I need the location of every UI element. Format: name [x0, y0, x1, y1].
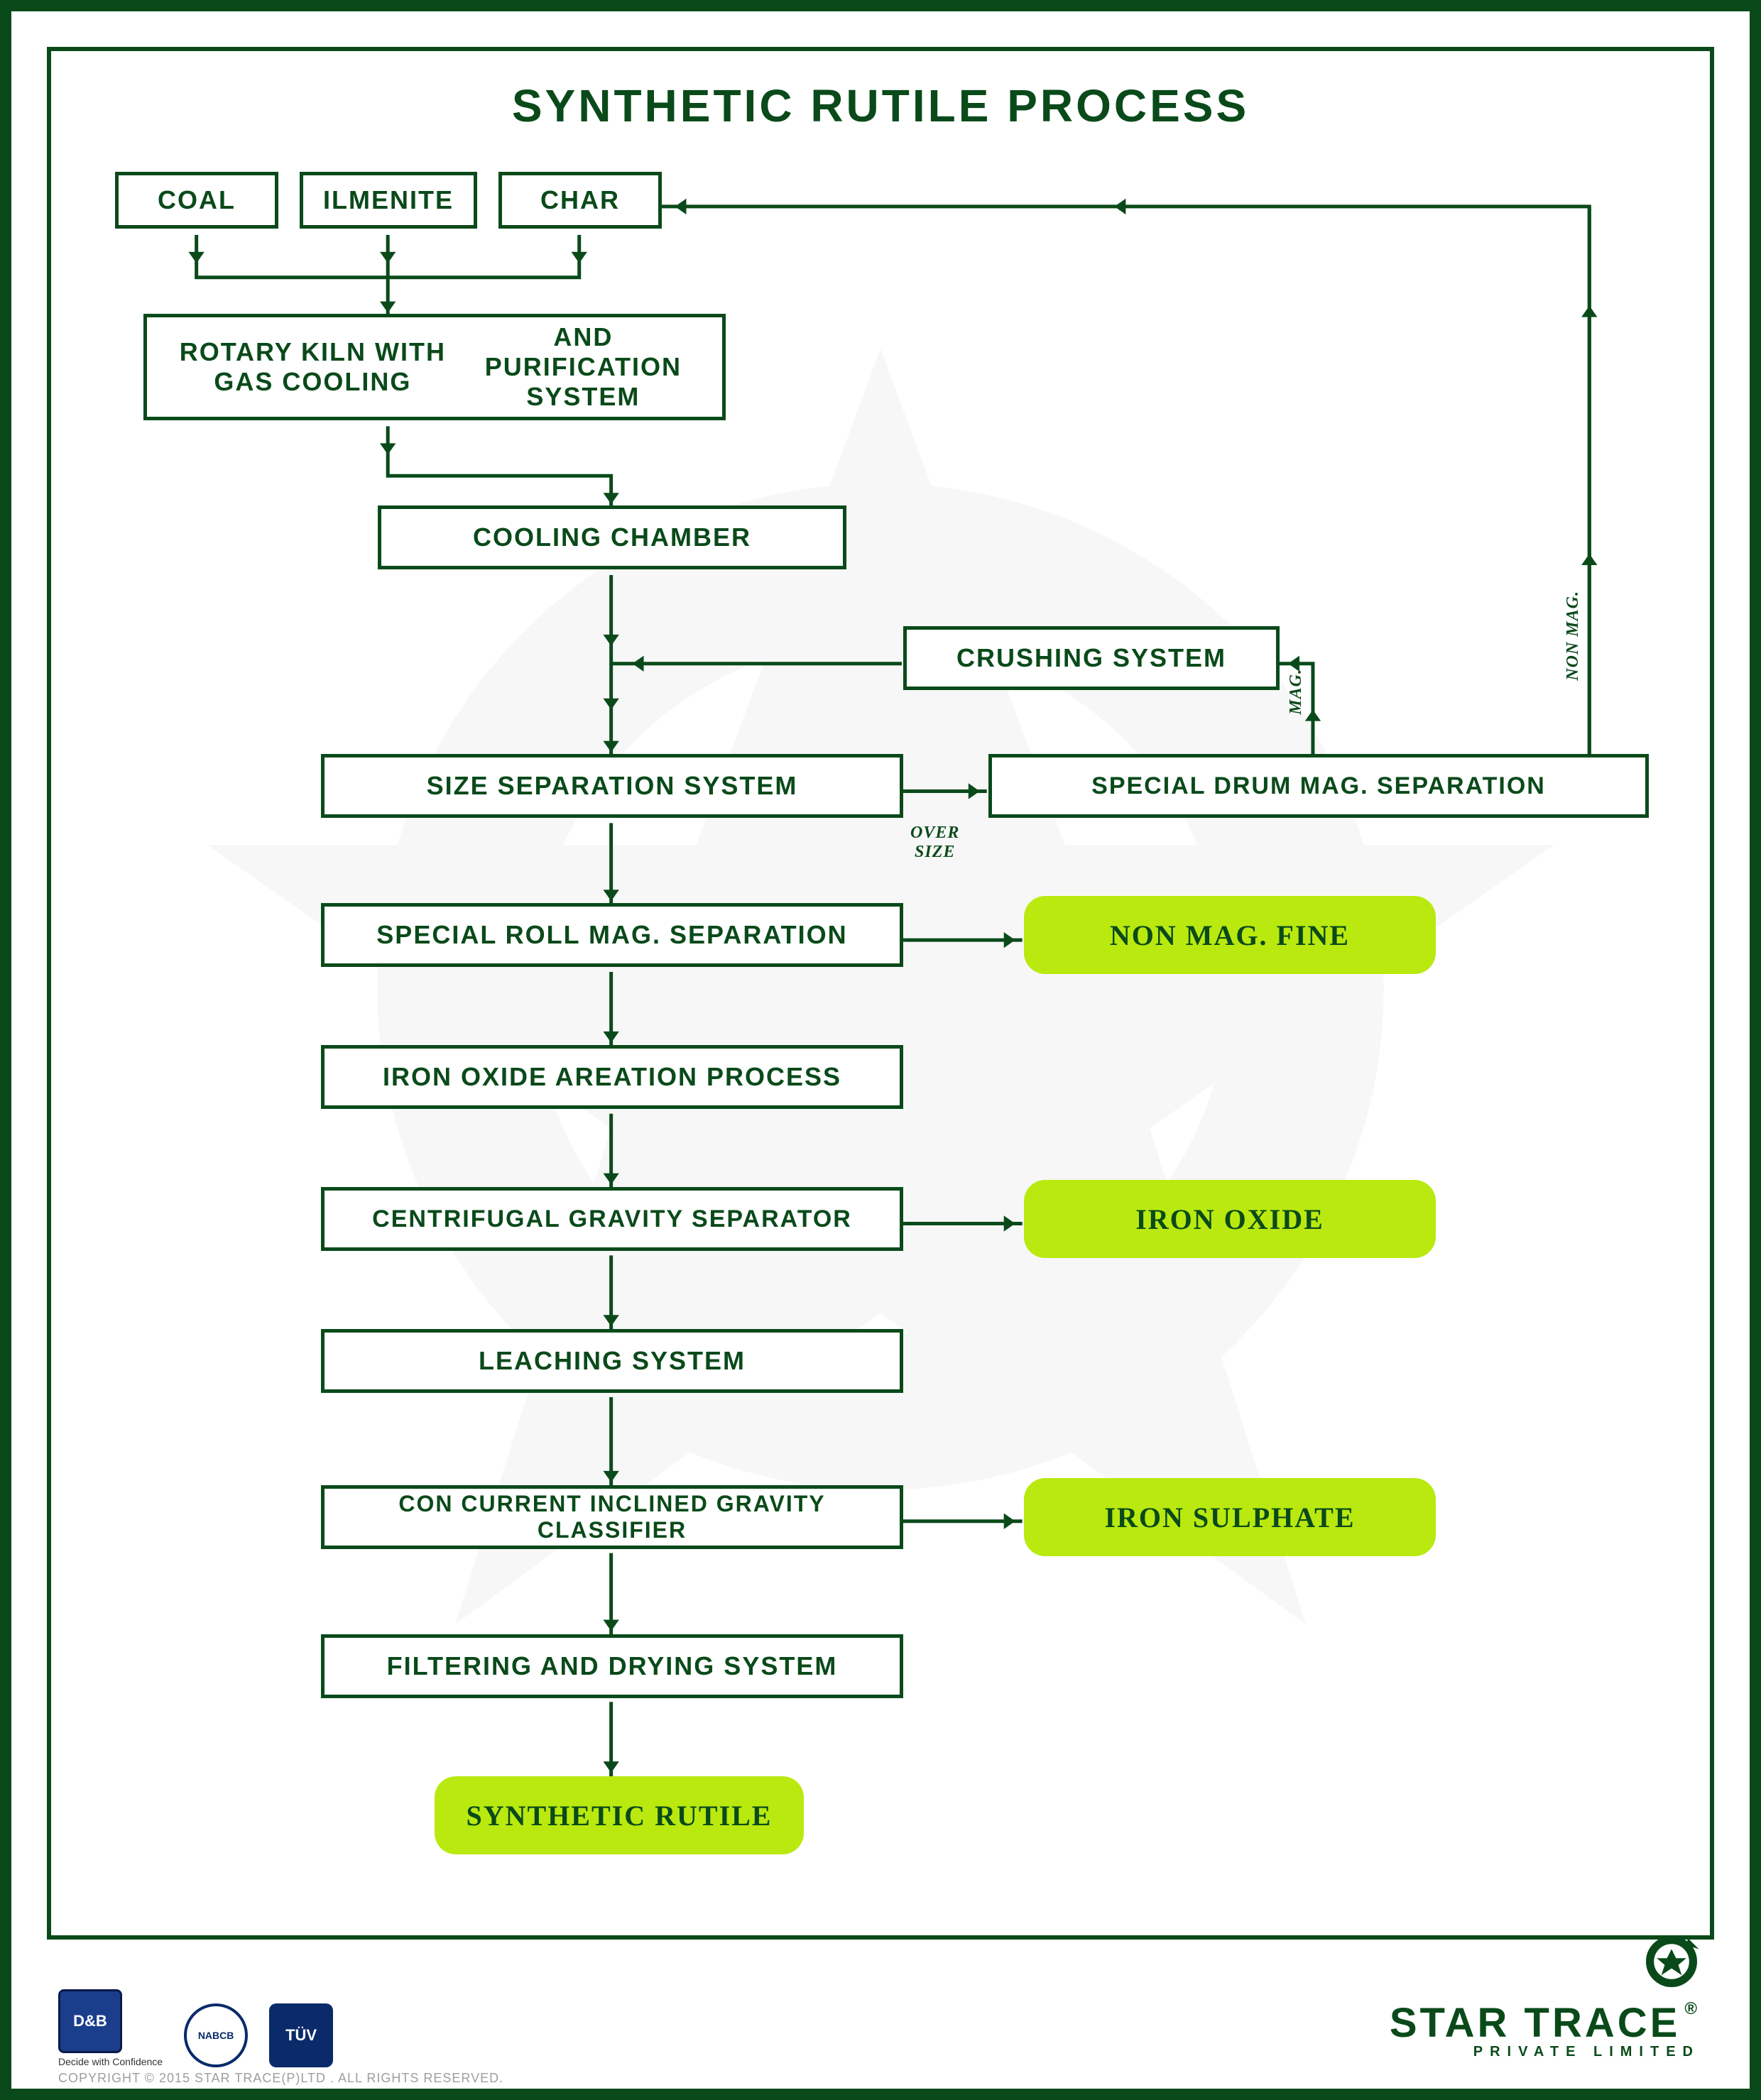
node-drummag: SPECIAL DRUM MAG. SEPARATION — [988, 754, 1649, 818]
node-ilmenite: ILMENITE — [300, 172, 477, 229]
edge-char-down — [388, 235, 579, 278]
pill-synrutile: SYNTHETIC RUTILE — [435, 1776, 804, 1854]
node-rollmag: SPECIAL ROLL MAG. SEPARATION — [321, 903, 903, 967]
pill-ironoxide: IRON OXIDE — [1024, 1180, 1436, 1258]
node-crushing: CRUSHING SYSTEM — [903, 626, 1280, 690]
pill-nonmagfine: NON MAG. FINE — [1024, 896, 1436, 974]
pill-ironsulph: IRON SULPHATE — [1024, 1478, 1436, 1556]
node-ironox: IRON OXIDE AREATION PROCESS — [321, 1045, 903, 1109]
diagram-title: SYNTHETIC RUTILE PROCESS — [51, 80, 1710, 132]
edge-label-nonmag: NON MAG. — [1564, 591, 1583, 681]
node-char: CHAR — [498, 172, 662, 229]
reg-mark: ® — [1684, 1999, 1700, 2019]
node-sizesep: SIZE SEPARATION SYSTEM — [321, 754, 903, 818]
node-rotary: ROTARY KILN WITH GAS COOLINGAND PURIFICA… — [143, 314, 726, 420]
brand-icon — [1643, 1933, 1700, 1990]
node-coal: COAL — [115, 172, 278, 229]
badge-nabcb: NABCB — [184, 2003, 248, 2067]
node-concurr: CON CURRENT INCLINED GRAVITY CLASSIFIER — [321, 1485, 903, 1549]
node-leach: LEACHING SYSTEM — [321, 1329, 903, 1393]
node-centri: CENTRIFUGAL GRAVITY SEPARATOR — [321, 1187, 903, 1251]
edge-label-oversize: OVERSIZE — [910, 824, 959, 862]
badge-caption: Decide with Confidence — [58, 2056, 163, 2067]
brand-name-text: STAR TRACE — [1390, 1999, 1680, 2047]
inner-frame: SYNTHETIC RUTILE PROCESS COAL ILMENITE CHA… — [47, 47, 1714, 1940]
footer-badges: D&B Decide with Confidence NABCB TÜV — [58, 1989, 333, 2067]
node-filter: FILTERING AND DRYING SYSTEM — [321, 1634, 903, 1698]
edge-coal-down — [197, 235, 388, 278]
outer-frame: SYNTHETIC RUTILE PROCESS COAL ILMENITE CHA… — [0, 0, 1761, 2100]
badge-tuv: TÜV — [269, 2003, 333, 2067]
copyright-text: COPYRIGHT © 2015 STAR TRACE(P)LTD . ALL … — [58, 2071, 503, 2086]
node-cooling: COOLING CHAMBER — [378, 505, 846, 569]
brand-logo: STAR TRACE ® PRIVATE LIMITED — [1390, 1933, 1700, 2060]
edge-rotary-cool — [388, 426, 611, 511]
badge-dnb: D&B — [58, 1989, 122, 2053]
edge-label-mag: MAG. — [1287, 669, 1306, 715]
